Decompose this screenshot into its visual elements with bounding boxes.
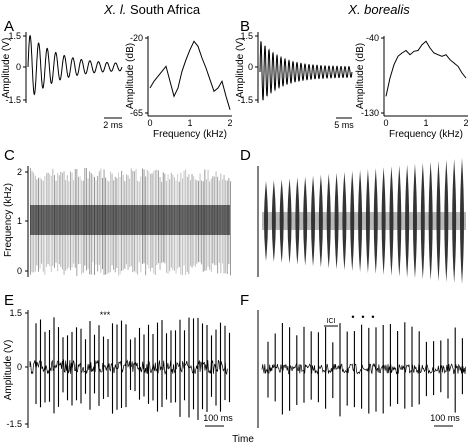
d-click-mark xyxy=(326,173,331,269)
b2-ylabel: Amplitude (dB) xyxy=(355,43,366,109)
d-click-mark xyxy=(444,159,449,283)
osc-e-noise xyxy=(29,359,228,376)
d-click-mark xyxy=(334,172,339,270)
f-dot-3: • xyxy=(371,312,374,322)
a-ytick-bot: -1.5 xyxy=(5,95,21,105)
a-scale-label: 2 ms xyxy=(103,120,123,130)
b-ylabel: Amplitude (V) xyxy=(235,38,246,99)
panel-b-spectrum: -40 -130 Amplitude (dB) 0 1 2 Frequency … xyxy=(355,33,469,140)
d-click-mark xyxy=(373,168,378,274)
d-click-mark xyxy=(287,178,292,264)
a2-ytick-top: -20 xyxy=(130,33,143,43)
b2-ytick-top: -40 xyxy=(366,33,379,43)
a2-xtick-1: 1 xyxy=(187,118,192,128)
b2-xtick-0: 0 xyxy=(383,118,388,128)
d-click-mark xyxy=(358,169,363,273)
b-ytick-mid: 0 xyxy=(248,62,253,72)
panel-e-oscillogram: 1.5 0 -1.5 Amplitude (V) *** 100 ms xyxy=(3,308,233,429)
panel-f-oscillogram: ICI • • • 100 ms xyxy=(257,310,467,428)
f-scale-label: 100 ms xyxy=(430,413,460,423)
a-ylabel: Amplitude (V) xyxy=(1,38,12,99)
panel-d-spectrogram xyxy=(257,157,466,285)
c-ytick-bot: 0 xyxy=(17,266,22,276)
c-ytick-top: 2 xyxy=(17,167,22,177)
d-click-mark xyxy=(460,157,464,285)
d-spectro-core-band xyxy=(262,212,466,230)
e-pulse-trace xyxy=(29,317,231,420)
osc-f-noise xyxy=(261,363,467,375)
a-waveform-trace xyxy=(27,34,123,96)
panel-a-spectrum: -20 -65 Amplitude (dB) 0 1 2 Frequency (… xyxy=(125,33,233,140)
d-spectrogram-bands xyxy=(262,157,466,285)
panel-letter-f: F xyxy=(240,292,249,309)
d-click-mark xyxy=(420,162,425,280)
c-spectro-stripe xyxy=(230,181,231,276)
title-left: X. l. South Africa xyxy=(103,2,201,17)
d-click-mark xyxy=(342,171,347,271)
d-click-mark xyxy=(397,165,402,277)
d-click-mark xyxy=(264,181,268,261)
a2-ytick-bot: -65 xyxy=(130,108,143,118)
c-ylabel: Frequency (kHz) xyxy=(3,183,14,257)
e-scale-label: 100 ms xyxy=(203,413,233,423)
d-click-mark xyxy=(271,180,276,262)
d-click-mark xyxy=(350,170,355,272)
x-axis-time-label: Time xyxy=(232,434,254,445)
e-ytick-mid: 0 xyxy=(17,362,22,372)
d-click-mark xyxy=(389,166,394,276)
d-click-mark xyxy=(428,161,433,281)
panel-letter-e: E xyxy=(4,292,14,309)
f-pulse-trace xyxy=(261,322,467,417)
b2-xtick-2: 2 xyxy=(463,118,468,128)
d-click-mark xyxy=(365,169,370,273)
d-click-mark xyxy=(295,177,300,265)
a2-xlabel: Frequency (kHz) xyxy=(153,129,227,140)
panel-letter-b: B xyxy=(240,18,250,35)
title-right: X. borealis xyxy=(347,2,410,17)
e-ytick-bot: -1.5 xyxy=(6,419,22,429)
b2-ytick-bot: -130 xyxy=(361,108,379,118)
a-ytick-mid: 0 xyxy=(16,62,21,72)
f-dot-2: • xyxy=(361,312,364,322)
b-ytick-top: 1.5 xyxy=(240,31,253,41)
d-click-mark xyxy=(318,174,323,268)
d-click-mark xyxy=(452,158,457,284)
c-spectro-core-band xyxy=(30,205,230,235)
b-scale-label: 5 ms xyxy=(334,120,354,130)
b2-spectrum-line xyxy=(385,40,467,97)
d-click-mark xyxy=(303,176,308,266)
a-ytick-top: 1.5 xyxy=(8,31,21,41)
panel-letter-d: D xyxy=(240,147,251,164)
c-spectrogram-bands xyxy=(30,168,231,276)
panel-a-waveform: 1.5 0 -1.5 Amplitude (V) 2 ms xyxy=(1,31,123,130)
d-click-mark xyxy=(412,163,417,279)
b2-xtick-1: 1 xyxy=(423,118,428,128)
d-click-mark xyxy=(381,167,386,275)
e-annotation-stars: *** xyxy=(100,310,111,320)
f-ici-label: ICI xyxy=(327,318,336,325)
d-click-mark xyxy=(436,160,441,282)
panel-c-spectrogram: 2 1 0 Frequency (kHz) xyxy=(3,166,231,277)
a2-spectrum-line xyxy=(149,40,231,110)
e-ylabel: Amplitude (V) xyxy=(3,340,14,401)
d-click-mark xyxy=(279,179,284,263)
panel-b-waveform: 1.5 0 -1.5 Amplitude (V) 5 ms xyxy=(235,31,354,130)
b-waveform-trace xyxy=(259,41,353,101)
e-ytick-top: 1.5 xyxy=(9,308,22,318)
b2-xlabel: Frequency (kHz) xyxy=(389,129,463,140)
a2-ylabel: Amplitude (dB) xyxy=(125,43,136,109)
panel-letter-a: A xyxy=(4,18,14,35)
f-dot-1: • xyxy=(351,312,354,322)
a2-xtick-0: 0 xyxy=(147,118,152,128)
panel-letter-c: C xyxy=(4,147,15,164)
d-click-mark xyxy=(311,175,316,267)
b-ytick-bot: -1.5 xyxy=(237,95,253,105)
c-ytick-mid: 1 xyxy=(17,216,22,226)
d-click-mark xyxy=(405,164,410,278)
a2-xtick-2: 2 xyxy=(227,118,232,128)
